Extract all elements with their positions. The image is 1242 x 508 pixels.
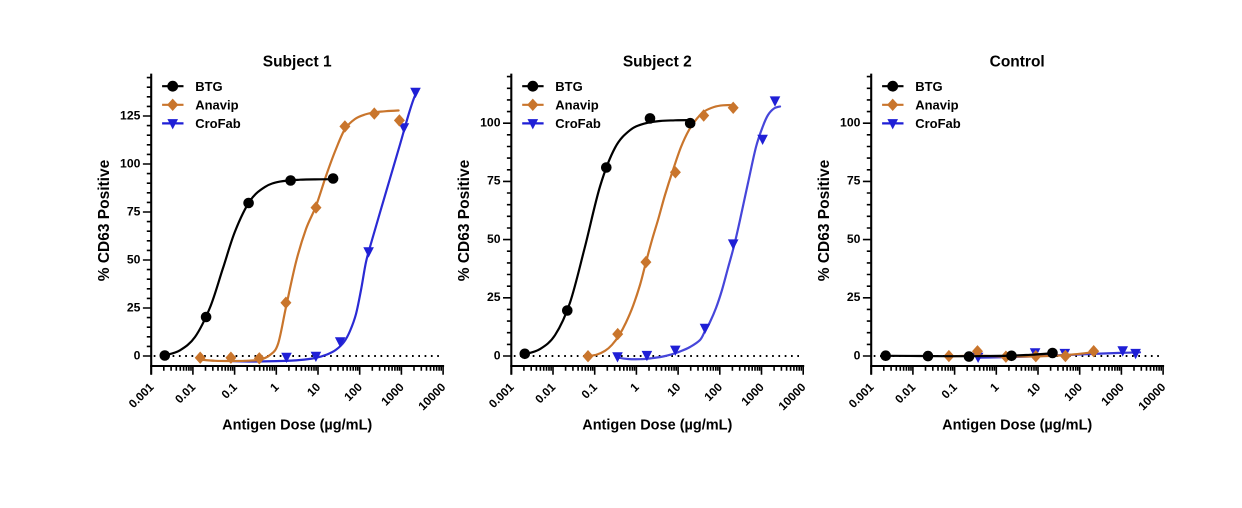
svg-text:100: 100 xyxy=(840,116,861,130)
svg-text:% CD63 Positive: % CD63 Positive xyxy=(96,159,113,281)
svg-text:Subject 1: Subject 1 xyxy=(263,54,332,71)
svg-text:50: 50 xyxy=(127,252,141,266)
svg-text:25: 25 xyxy=(487,290,501,304)
svg-text:125: 125 xyxy=(120,108,141,122)
svg-text:Control: Control xyxy=(990,54,1045,71)
svg-text:75: 75 xyxy=(127,204,141,218)
svg-text:CroFab: CroFab xyxy=(195,116,241,131)
svg-text:0: 0 xyxy=(854,348,861,362)
svg-text:75: 75 xyxy=(847,174,861,188)
svg-text:Antigen Dose (µg/mL): Antigen Dose (µg/mL) xyxy=(582,418,732,434)
svg-text:100: 100 xyxy=(480,116,501,130)
svg-text:Anavip: Anavip xyxy=(195,98,238,113)
svg-text:100: 100 xyxy=(120,156,141,170)
svg-text:CroFab: CroFab xyxy=(915,116,961,131)
svg-text:Antigen Dose (µg/mL): Antigen Dose (µg/mL) xyxy=(942,418,1092,434)
svg-text:Anavip: Anavip xyxy=(915,98,958,113)
svg-text:0: 0 xyxy=(494,348,501,362)
svg-text:Subject 2: Subject 2 xyxy=(623,54,692,71)
svg-text:25: 25 xyxy=(127,300,141,314)
svg-text:Antigen Dose (µg/mL): Antigen Dose (µg/mL) xyxy=(222,418,372,434)
svg-text:0: 0 xyxy=(134,348,141,362)
svg-text:25: 25 xyxy=(847,290,861,304)
svg-text:% CD63 Positive: % CD63 Positive xyxy=(456,159,473,281)
svg-text:Anavip: Anavip xyxy=(555,98,598,113)
svg-text:BTG: BTG xyxy=(195,79,222,94)
svg-text:BTG: BTG xyxy=(915,79,942,94)
svg-text:75: 75 xyxy=(487,174,501,188)
svg-text:CroFab: CroFab xyxy=(555,116,601,131)
svg-text:50: 50 xyxy=(847,232,861,246)
svg-text:50: 50 xyxy=(487,232,501,246)
svg-text:BTG: BTG xyxy=(555,79,582,94)
svg-text:% CD63 Positive: % CD63 Positive xyxy=(816,159,833,281)
